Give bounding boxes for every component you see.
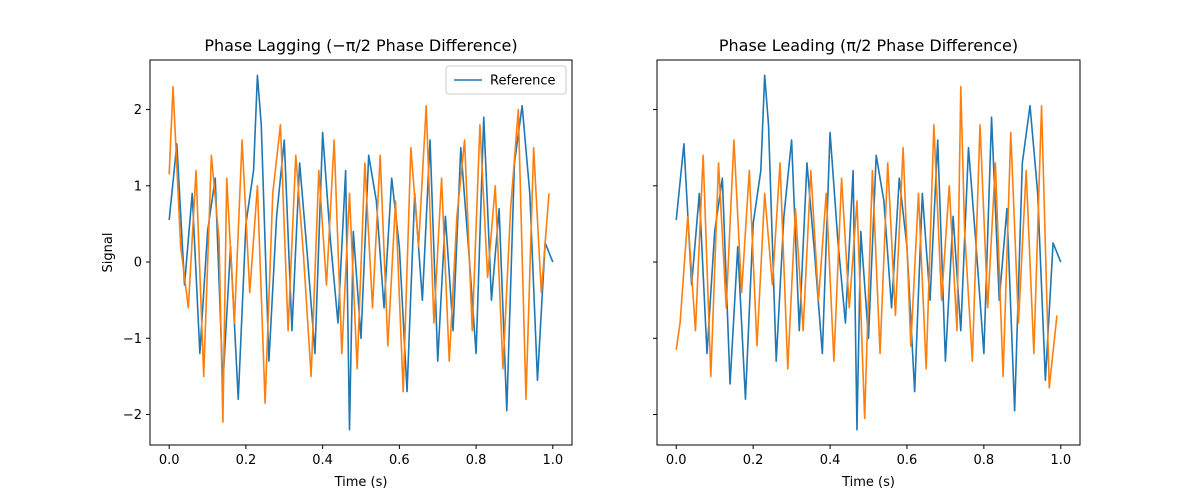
chart-panel-phase-lagging: 0.0 0.2 0.4 0.6 0.8 1.0 −2 −1 0 1 2 Phase Lagging (… <box>101 36 573 490</box>
x-tick-label: 1.0 <box>1050 453 1071 468</box>
series-line-2 <box>168 85 550 423</box>
y-tick-label: −1 <box>123 332 142 347</box>
chart-title: Phase Leading (π/2 Phase Difference) <box>719 36 1018 55</box>
series-line-2 <box>675 85 1058 420</box>
legend-label: Reference <box>490 74 555 89</box>
x-tick-label: 0.2 <box>743 453 764 468</box>
plot-area-frame <box>149 59 573 446</box>
y-axis-label: Signal <box>101 233 116 273</box>
x-tick-label: 0.2 <box>236 453 257 468</box>
legend-box <box>445 65 567 95</box>
x-tick-label: 0.0 <box>666 453 687 468</box>
x-tick-label: 0.6 <box>897 453 918 468</box>
y-tick-label: 2 <box>134 103 142 118</box>
y-tick-label: −2 <box>123 408 142 423</box>
x-axis-label: Time (s) <box>841 475 895 490</box>
series-line-1 <box>168 74 554 431</box>
y-tick-label: 0 <box>134 256 142 271</box>
plot-area-frame <box>656 59 1081 446</box>
chart-panel-phase-leading: 0.0 0.2 0.4 0.6 0.8 1.0 Phase Leading (π/2 Pha… <box>653 36 1081 490</box>
y-tick-label: 1 <box>134 179 142 194</box>
x-tick-label: 0.8 <box>466 453 487 468</box>
x-tick-label: 1.0 <box>542 453 563 468</box>
x-tick-label: 0.4 <box>820 453 841 468</box>
x-tick-label: 0.4 <box>312 453 333 468</box>
x-tick-label: 0.8 <box>974 453 995 468</box>
legend: Reference <box>445 65 567 95</box>
chart-title: Phase Lagging (−π/2 Phase Difference) <box>204 36 517 55</box>
x-tick-label: 0.6 <box>389 453 410 468</box>
x-axis-label: Time (s) <box>334 475 388 490</box>
x-tick-label: 0.0 <box>159 453 180 468</box>
